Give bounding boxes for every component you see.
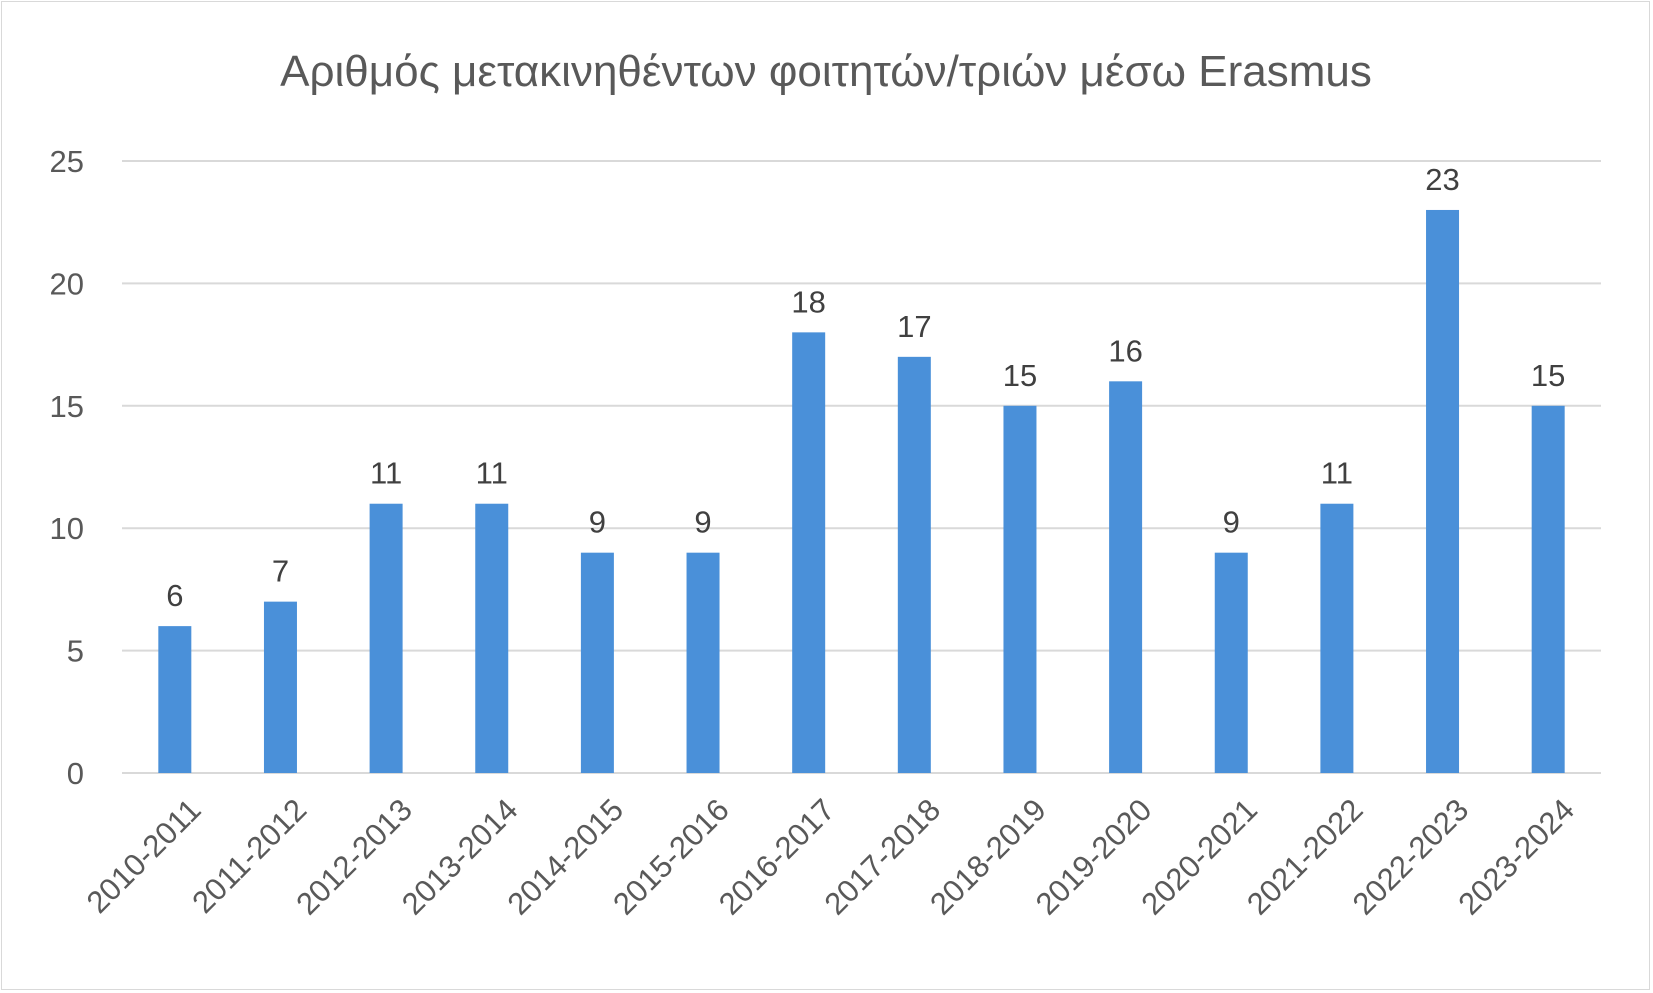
y-tick-label: 0 [67, 756, 84, 791]
data-label: 11 [370, 456, 402, 491]
bar [897, 356, 931, 773]
data-label: 17 [897, 309, 931, 344]
x-tick-label: 2010-2011 [80, 792, 208, 920]
bar [686, 552, 720, 773]
bar [475, 503, 509, 773]
data-label: 15 [1531, 358, 1565, 393]
bars [158, 209, 1565, 773]
y-tick-label: 25 [50, 144, 84, 179]
bar [369, 503, 403, 773]
bar [1109, 381, 1143, 773]
y-tick-label: 15 [50, 389, 84, 424]
bar [580, 552, 614, 773]
y-tick-label: 5 [67, 634, 84, 669]
y-tick-label: 10 [50, 511, 84, 546]
bar [1003, 405, 1037, 773]
data-label: 16 [1108, 333, 1142, 368]
gridlines [122, 160, 1601, 774]
data-label: 11 [476, 456, 508, 491]
data-label: 11 [1321, 456, 1353, 491]
data-label: 9 [694, 505, 711, 540]
bar [1426, 209, 1460, 773]
bar [792, 332, 826, 773]
data-label: 23 [1425, 162, 1459, 197]
bar [158, 626, 192, 773]
data-labels: 6 7 11 11 9 9 18 17 15 16 9 11 23 15 [166, 162, 1565, 613]
data-label: 15 [1003, 358, 1037, 393]
data-label: 7 [272, 554, 289, 589]
bar [1531, 405, 1565, 773]
bar [263, 601, 297, 773]
chart-title: Αριθμός μετακινηθέντων φοιτητών/τριών μέ… [280, 47, 1372, 96]
bar [1320, 503, 1354, 773]
x-axis-tick-labels: 2010-20112011-20122012-20132013-20142014… [80, 792, 1581, 922]
x-tick-label: 2023-2024 [1451, 792, 1581, 922]
data-label: 6 [166, 578, 183, 613]
data-label: 9 [589, 505, 606, 540]
data-label: 9 [1223, 505, 1240, 540]
data-label: 18 [791, 284, 825, 319]
y-axis-tick-labels: 0 5 10 15 20 25 [50, 144, 84, 791]
bar [1214, 552, 1248, 773]
y-tick-label: 20 [50, 266, 84, 301]
